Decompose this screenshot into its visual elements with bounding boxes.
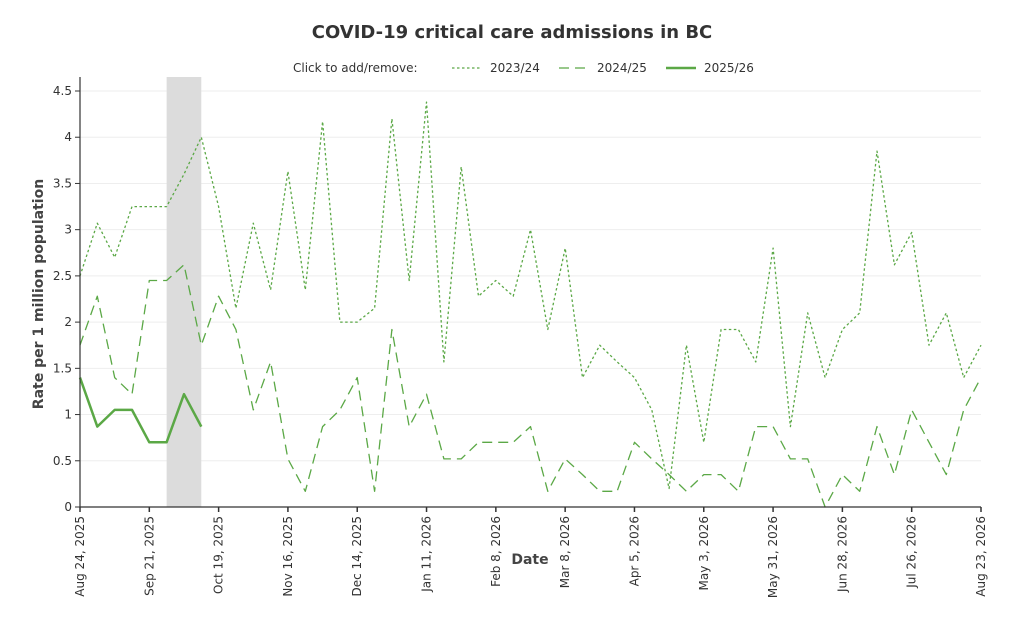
x-tick-label: Aug 24, 2025 — [73, 516, 87, 597]
chart-title: COVID-19 critical care admissions in BC — [312, 22, 713, 43]
series-line-2024-25 — [79, 264, 982, 508]
x-tick-label: Sep 21, 2025 — [142, 516, 156, 596]
grid — [80, 90, 981, 462]
series-line-2023-24 — [79, 101, 982, 490]
y-tick-label: 2 — [64, 315, 72, 329]
y-tick-label: 3 — [64, 223, 72, 237]
x-axis-label: Date — [511, 552, 548, 568]
x-tick-label: May 31, 2026 — [766, 516, 780, 598]
x-tick-label: Aug 23, 2026 — [974, 516, 988, 597]
y-tick-label: 0 — [64, 500, 72, 514]
x-tick-label: Nov 16, 2025 — [281, 516, 295, 597]
y-tick-label: 1 — [64, 408, 72, 422]
x-tick-label: Mar 8, 2026 — [558, 516, 572, 588]
y-tick-label: 4.5 — [53, 84, 72, 98]
x-tick-label: Apr 5, 2026 — [627, 516, 641, 586]
y-tick-label: 3.5 — [53, 176, 72, 190]
x-tick-label: May 3, 2026 — [697, 516, 711, 590]
axes: 0 0.5 1 1.5 2 2.5 3 3.5 4 4.5 Aug 24, 2025 Sep 21, … — [53, 77, 988, 598]
legend-label: 2025/26 — [704, 61, 754, 75]
y-tick-label: 1.5 — [53, 361, 72, 375]
legend-label: 2024/25 — [597, 61, 647, 75]
x-tick-label: Dec 14, 2025 — [350, 516, 364, 596]
y-tick-label: 2.5 — [53, 269, 72, 283]
x-tick-label: Jun 28, 2026 — [835, 516, 849, 593]
x-tick-label: Oct 19, 2025 — [212, 516, 226, 594]
legend-item-2023-24[interactable]: 2023/24 — [452, 61, 540, 75]
legend-label: 2023/24 — [490, 61, 540, 75]
x-tick-label: Feb 8, 2026 — [489, 516, 503, 587]
x-tick-label: Jul 26, 2026 — [905, 516, 919, 589]
legend-item-2025-26[interactable]: 2025/26 — [666, 61, 754, 75]
legend: Click to add/remove: 2023/24 2024/25 2025/… — [293, 61, 754, 75]
y-axis-label: Rate per 1 million population — [31, 179, 47, 409]
legend-item-2024-25[interactable]: 2024/25 — [559, 61, 647, 75]
x-tick-label: Jan 11, 2026 — [420, 516, 434, 593]
y-tick-label: 4 — [64, 130, 72, 144]
y-tick-label: 0.5 — [53, 454, 72, 468]
highlight-rect — [166, 77, 202, 507]
legend-prompt: Click to add/remove: — [293, 61, 418, 75]
highlight-band — [166, 77, 202, 507]
series-line-2025-26 — [78, 377, 203, 444]
series-lines — [78, 101, 982, 508]
